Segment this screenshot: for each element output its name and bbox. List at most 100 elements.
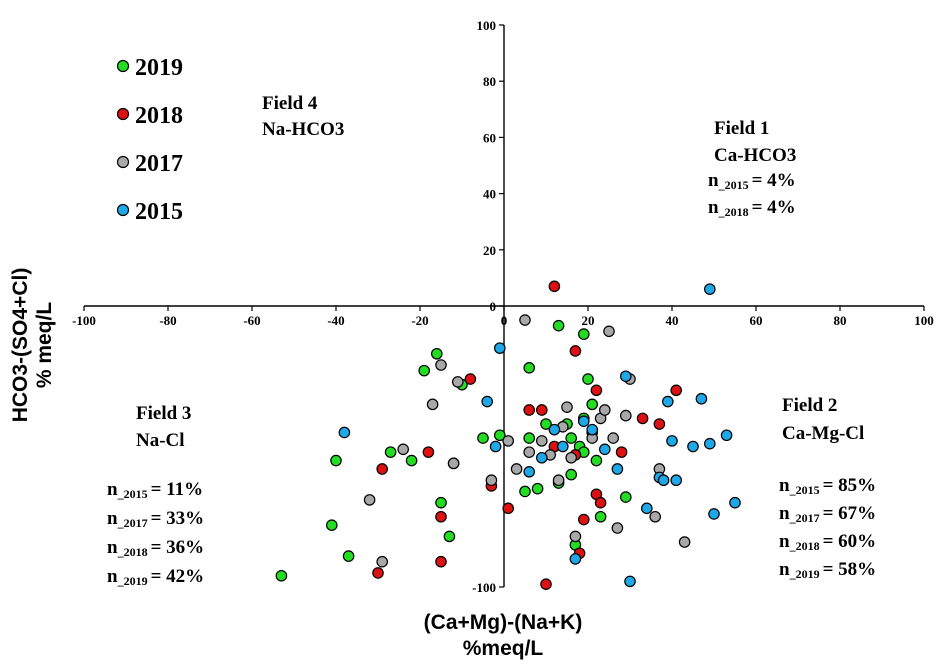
field2-stat-2019: n_2019 = 58%: [779, 559, 876, 581]
field2-stat-2017: n_2017 = 67%: [779, 503, 876, 525]
point-2019: [275, 569, 288, 582]
point-2015: [556, 440, 569, 453]
point-2015: [703, 437, 716, 450]
field3-type: Na-Cl: [136, 430, 185, 451]
point-2017: [447, 457, 460, 470]
field2-stat-2015: n_2015 = 85%: [779, 475, 876, 497]
data-points: [275, 280, 741, 590]
x-tick-label: 80: [834, 313, 847, 328]
point-2015: [481, 395, 493, 408]
x-tick-label: 40: [666, 313, 679, 328]
point-2015: [720, 429, 733, 442]
point-2018: [422, 446, 435, 458]
point-2019: [531, 482, 544, 495]
axes: [83, 24, 925, 588]
point-2019: [565, 432, 577, 444]
legend-label-2017: 2017: [135, 151, 183, 177]
point-2019: [384, 446, 397, 458]
legend-label-2019: 2019: [135, 55, 183, 81]
point-2015: [624, 575, 636, 588]
field1-type: Ca-HCO3: [714, 145, 796, 166]
point-2019: [565, 468, 577, 481]
point-2018: [590, 384, 603, 397]
point-2019: [586, 398, 598, 411]
point-2015: [708, 508, 720, 520]
point-2015: [687, 440, 699, 453]
y-tick-label: 0: [490, 299, 497, 314]
point-2017: [426, 398, 439, 411]
field3-stat-2018: n_2018 = 36%: [107, 537, 204, 559]
x-axis-title-line1: (Ca+Mg)-(Na+K): [424, 611, 583, 634]
point-2015: [703, 283, 716, 295]
point-2015: [695, 392, 708, 405]
field3-stat-2015: n_2015 = 11%: [107, 479, 203, 501]
point-2015: [569, 553, 582, 565]
field3-stat-2019: n_2019 = 42%: [107, 566, 204, 588]
point-2017: [502, 435, 514, 447]
y-tick-label: 20: [483, 243, 496, 258]
point-2019: [519, 485, 531, 498]
point-2015: [661, 395, 674, 408]
x-tick-label: -80: [159, 313, 176, 328]
point-2017: [565, 451, 577, 464]
point-2017: [552, 474, 565, 487]
point-2018: [523, 404, 535, 416]
point-2018: [594, 496, 607, 509]
point-2018: [636, 412, 649, 425]
point-2019: [590, 454, 603, 467]
point-2018: [548, 280, 561, 293]
field-statistics: n_2015 = 4% n_2018 = 4% n_2015 = 11% n_2017 = 3…: [107, 170, 876, 588]
point-2015: [523, 465, 535, 478]
point-2015: [493, 342, 506, 354]
point-2017: [397, 443, 409, 456]
point-2015: [640, 502, 653, 515]
y-axis-title-line2: % meq/L: [33, 302, 56, 389]
point-2017: [561, 401, 573, 413]
point-2017: [535, 435, 548, 447]
tick-labels: -100 -80 -60 -40 -20 0 20 40 60 80 100 0 20 40 60 80 100…: [72, 18, 934, 595]
point-2017: [611, 522, 624, 534]
x-tick-label: 20: [582, 313, 595, 328]
point-2018: [615, 446, 628, 458]
point-2015: [666, 435, 678, 447]
x-tick-label: 60: [750, 313, 763, 328]
legend-marker-2017: [116, 155, 130, 169]
point-2017: [598, 404, 611, 416]
point-2018: [540, 578, 552, 590]
y-tick-label: 80: [483, 74, 496, 89]
point-2019: [443, 530, 456, 543]
point-2019: [594, 510, 607, 523]
point-2018: [670, 384, 682, 397]
point-2017: [485, 474, 498, 487]
legend-label-2018: 2018: [135, 103, 183, 129]
point-2018: [569, 345, 582, 357]
field2-stat-2018: n_2018 = 60%: [779, 531, 876, 553]
field2-type: Ca-Mg-Cl: [782, 423, 864, 444]
point-2019: [342, 550, 355, 562]
point-2018: [577, 513, 590, 526]
point-2017: [649, 510, 661, 523]
point-2017: [363, 494, 376, 506]
y-axis-title-line1: HCO3-(SO4+Cl): [9, 268, 32, 423]
x-tick-label: 0: [501, 313, 508, 328]
legend-marker-2019: [116, 59, 130, 73]
field1-name: Field 1: [714, 118, 769, 139]
point-2019: [577, 328, 590, 340]
point-2017: [619, 409, 632, 422]
point-2019: [325, 519, 338, 531]
y-tick-label: -100: [472, 580, 496, 595]
point-2015: [598, 443, 611, 456]
point-2017: [523, 446, 535, 458]
x-axis-title-line2: %meq/L: [463, 637, 544, 660]
field1-stat-2015: n_2015 = 4%: [708, 170, 796, 192]
point-2015: [729, 496, 741, 509]
point-2015: [535, 451, 548, 464]
point-2018: [435, 510, 447, 523]
field2-name: Field 2: [782, 395, 837, 416]
point-2019: [418, 364, 430, 377]
legend-marker-2018: [116, 107, 130, 121]
point-2018: [535, 404, 548, 416]
point-2019: [330, 454, 342, 467]
point-2019: [582, 373, 594, 385]
